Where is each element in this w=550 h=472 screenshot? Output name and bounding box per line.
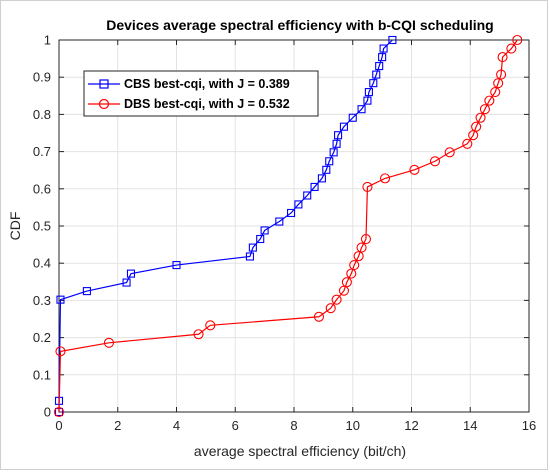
data-point xyxy=(364,88,373,97)
data-point xyxy=(429,156,441,167)
data-point xyxy=(55,346,66,357)
data-point xyxy=(512,34,523,46)
data-point xyxy=(325,157,334,166)
data-point xyxy=(372,70,381,79)
data-point xyxy=(363,96,372,105)
legend-marker-cbs xyxy=(99,79,109,89)
data-point xyxy=(53,406,65,418)
data-point xyxy=(496,69,507,80)
axes: 0 2 4 6 8 10 12 14 16 0 0.1 0.2 0.3 0.4 0.5 0.6 0.7 0.8 0.… xyxy=(33,33,536,434)
x-tick-label: 8 xyxy=(290,418,297,433)
data-point xyxy=(332,139,341,148)
x-tick-label: 12 xyxy=(404,418,418,433)
series-0 xyxy=(54,35,397,417)
data-point xyxy=(256,234,265,244)
y-tick-label: 0.2 xyxy=(33,330,51,345)
y-tick-label: 0.5 xyxy=(33,219,51,234)
data-point xyxy=(248,243,257,252)
data-point xyxy=(310,182,319,191)
data-point xyxy=(348,113,357,122)
y-tick-label: 0.7 xyxy=(33,144,51,159)
data-point xyxy=(378,53,387,62)
x-axis-label: average spectral efficiency (bit/ch) xyxy=(194,443,406,459)
data-point xyxy=(245,252,254,261)
x-tick-label: 16 xyxy=(522,418,536,433)
data-point xyxy=(339,122,348,131)
data-point xyxy=(349,260,360,271)
x-tick-label: 14 xyxy=(463,418,477,433)
data-point xyxy=(82,287,91,296)
data-point xyxy=(331,294,342,305)
data-point xyxy=(334,131,343,140)
legend-label-dbs: DBS best-cqi, with J = 0.532 xyxy=(124,97,290,111)
y-axis-label: CDF xyxy=(7,212,23,241)
y-tick-label: 0.4 xyxy=(33,256,51,271)
data-point xyxy=(475,112,486,123)
data-point xyxy=(122,278,131,287)
x-tick-label: 4 xyxy=(173,418,180,433)
data-point xyxy=(444,147,455,158)
y-tick-label: 0.6 xyxy=(33,181,51,196)
y-tick-label: 0.9 xyxy=(33,70,51,85)
legend-marker-dbs xyxy=(98,98,110,110)
legend-box xyxy=(83,70,319,117)
data-point xyxy=(126,269,136,278)
data-point xyxy=(380,173,391,184)
data-point xyxy=(388,35,397,45)
data-point xyxy=(479,104,490,115)
data-point xyxy=(462,138,473,149)
data-point xyxy=(362,181,373,192)
data-point xyxy=(322,165,331,174)
x-tick-label: 6 xyxy=(232,418,239,433)
legend-label-cbs: CBS best-cqi, with J = 0.389 xyxy=(124,77,290,91)
x-tick-label: 0 xyxy=(55,418,62,433)
y-tick-label: 0 xyxy=(44,405,51,420)
y-tick-label: 1 xyxy=(44,33,51,48)
data-point xyxy=(490,87,501,98)
data-point xyxy=(369,79,378,88)
data-point xyxy=(357,105,366,114)
data-point xyxy=(379,44,388,53)
series-layer xyxy=(53,34,523,418)
data-point xyxy=(287,208,296,218)
chart-title: Devices average spectral efficiency with… xyxy=(106,17,493,33)
data-point xyxy=(275,217,284,226)
axes-box xyxy=(58,39,530,413)
data-point xyxy=(205,320,216,331)
data-point xyxy=(360,233,372,245)
data-point xyxy=(325,303,336,314)
data-point xyxy=(317,174,326,183)
data-point xyxy=(484,95,495,106)
data-point xyxy=(103,337,114,348)
series-1 xyxy=(53,34,523,418)
data-point xyxy=(471,121,482,132)
data-point xyxy=(56,295,65,304)
y-tick-label: 0.1 xyxy=(33,367,51,382)
data-point xyxy=(172,261,181,270)
data-point xyxy=(497,52,508,63)
data-point xyxy=(303,191,312,200)
x-tick-label: 2 xyxy=(114,418,121,433)
data-point xyxy=(313,311,325,322)
y-tick-label: 0.3 xyxy=(33,293,51,308)
data-point xyxy=(260,226,269,235)
x-tick-label: 10 xyxy=(346,418,360,433)
y-tick-label: 0.8 xyxy=(33,107,51,122)
data-point xyxy=(329,148,338,157)
series-line xyxy=(58,39,518,413)
data-point xyxy=(506,43,517,54)
data-point xyxy=(356,242,367,253)
data-point xyxy=(341,277,352,288)
data-point xyxy=(294,200,303,209)
legend: CBS best-cqi, with J = 0.389 DBS best-cq… xyxy=(83,70,319,117)
data-point xyxy=(375,61,384,71)
data-point xyxy=(193,329,204,340)
data-point xyxy=(409,164,420,175)
